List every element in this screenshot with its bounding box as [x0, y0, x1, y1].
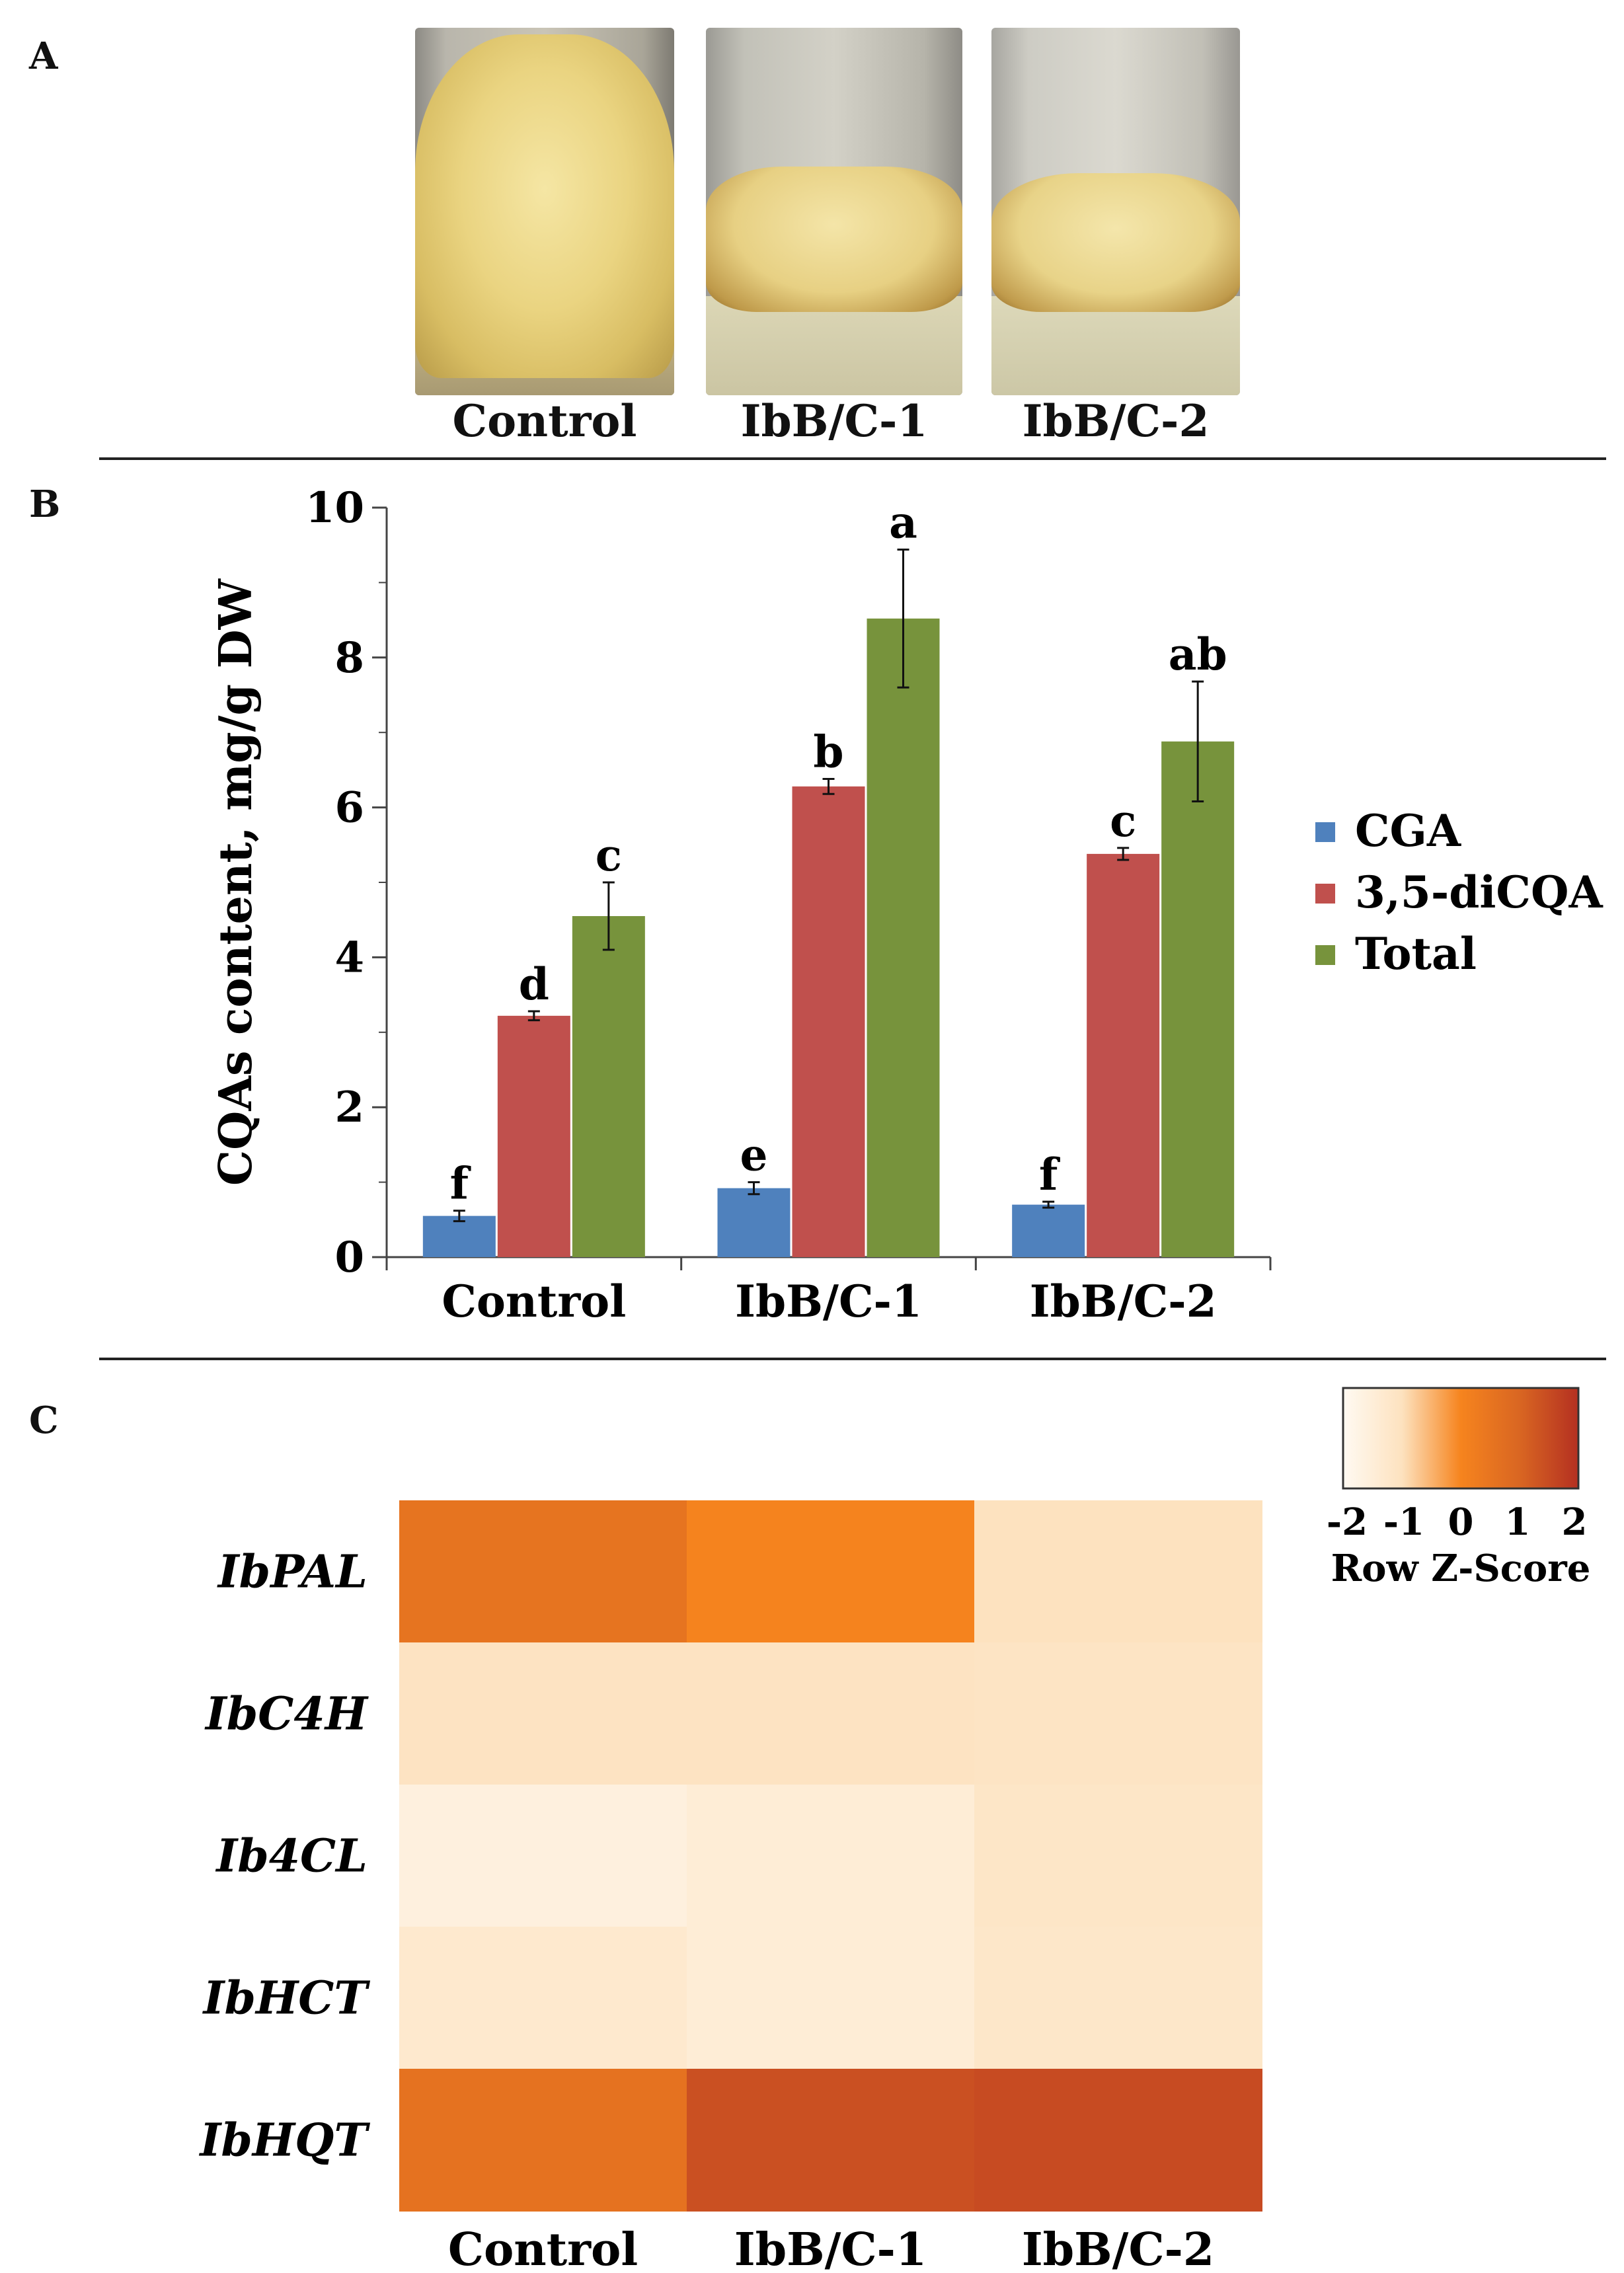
heatmap-cell — [974, 1642, 1262, 1785]
divider-b-c — [99, 1358, 1606, 1360]
significance-letter: f — [450, 1158, 471, 1210]
heatmap: IbPAL IbC4H Ib4CL IbHCT IbHQT Control IbB/C-1 I… — [199, 1387, 1591, 2273]
heatmap-column-label: IbB/C-2 — [1022, 2223, 1214, 2273]
heatmap-cell — [687, 2069, 975, 2212]
photo-ibbc-1 — [706, 28, 962, 395]
photo-ibbc-2 — [991, 28, 1240, 395]
y-tick-label: 0 — [334, 1233, 364, 1282]
heatmap-row-label: IbC4H — [204, 1688, 369, 1741]
significance-letter: f — [1039, 1149, 1060, 1200]
heatmap-cell — [974, 1500, 1262, 1643]
heatmap-column-label: IbB/C-1 — [734, 2223, 927, 2273]
heatmap-cell — [974, 2069, 1262, 2212]
heatmap-cell — [399, 1927, 687, 2069]
heatmap-row-label: IbPAL — [217, 1546, 367, 1599]
divider-a-b — [99, 457, 1606, 460]
colorbar-tick-label: 1 — [1505, 1500, 1531, 1544]
heatmap-cell — [687, 1642, 975, 1785]
bar-total-2 — [867, 618, 940, 1257]
significance-letter: b — [813, 726, 843, 778]
significance-letter: c — [596, 829, 622, 881]
colorbar — [1342, 1387, 1580, 1490]
colorbar-tick-label: 0 — [1448, 1500, 1474, 1544]
bar-cga-1 — [422, 1215, 496, 1257]
y-tick-label: 6 — [334, 783, 364, 833]
panel-b-letter: B — [29, 482, 61, 526]
heatmap-cell — [687, 1785, 975, 1927]
x-tick-label: Control — [442, 1276, 626, 1327]
bar-3-5-dicqa-3 — [1087, 853, 1160, 1257]
heatmap-cell — [974, 1785, 1262, 1927]
heatmap-row-label: IbHQT — [199, 2114, 371, 2167]
heatmap-cell — [399, 1500, 687, 1643]
colorbar-tick-label: -1 — [1383, 1500, 1424, 1544]
x-tick-label: IbB/C-2 — [1030, 1276, 1217, 1327]
legend-swatch — [1315, 945, 1335, 965]
significance-letter: a — [889, 497, 917, 549]
photo-control — [415, 28, 674, 395]
significance-letter: ab — [1169, 629, 1227, 680]
heatmap-cell — [687, 1927, 975, 2069]
y-tick-label: 8 — [334, 633, 364, 683]
bar-cga-2 — [717, 1188, 791, 1257]
heatmap-cell — [974, 1927, 1262, 2069]
legend-label: 3,5-diCQA — [1355, 867, 1603, 918]
legend-label: Total — [1355, 928, 1477, 980]
heatmap-row-label: Ib4CL — [215, 1830, 367, 1883]
colorbar-tick-label: 2 — [1562, 1500, 1588, 1544]
panel-c-letter: C — [29, 1399, 59, 1442]
panel-a-letter: A — [29, 34, 58, 78]
photo-label-ibbc-2: IbB/C-2 — [1022, 395, 1210, 447]
y-tick-label: 2 — [334, 1083, 364, 1132]
bar-cga-3 — [1012, 1204, 1085, 1257]
colorbar-tick-label: -2 — [1327, 1500, 1368, 1544]
y-tick-label: 4 — [334, 933, 364, 982]
colorbar-title: Row Z-Score — [1331, 1547, 1591, 1590]
bar-3-5-dicqa-2 — [792, 786, 865, 1257]
legend-swatch — [1315, 884, 1335, 904]
legend-label: CGA — [1355, 805, 1461, 857]
heatmap-row-label: IbHCT — [202, 1972, 371, 2025]
heatmap-column-label: Control — [448, 2223, 638, 2273]
heatmap-cell — [399, 2069, 687, 2212]
legend-swatch — [1315, 822, 1335, 842]
x-tick-label: IbB/C-1 — [735, 1276, 922, 1327]
significance-letter: d — [519, 958, 549, 1010]
y-axis-label: CQAs content, mg/g DW — [210, 578, 262, 1186]
bar-total-1 — [572, 916, 645, 1257]
heatmap-cell — [399, 1785, 687, 1927]
heatmap-cell — [399, 1642, 687, 1785]
photo-label-ibbc-1: IbB/C-1 — [740, 395, 928, 447]
bar-chart: 0 2 4 6 8 10 CQAs content, mg/g DW f d c Control e b… — [210, 483, 1603, 1327]
photo-label-control: Control — [452, 395, 637, 447]
heatmap-cell — [687, 1500, 975, 1643]
significance-letter: c — [1110, 795, 1136, 847]
y-tick-label: 10 — [305, 483, 364, 533]
bar-3-5-dicqa-1 — [497, 1015, 570, 1257]
significance-letter: e — [740, 1130, 768, 1181]
bar-total-3 — [1161, 741, 1235, 1257]
